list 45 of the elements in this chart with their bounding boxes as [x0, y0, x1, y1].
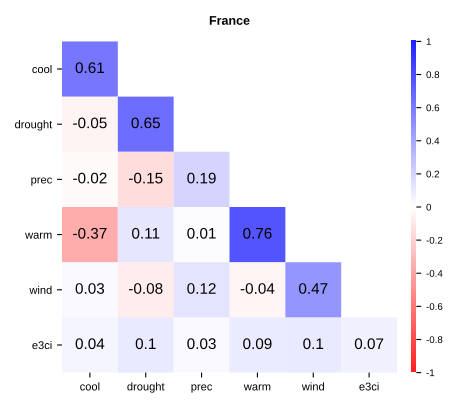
x-tick-label: prec [191, 384, 212, 393]
data-label: 0.61 [76, 62, 104, 74]
data-label: -0.15 [129, 172, 163, 184]
data-label: -0.37 [73, 228, 107, 239]
chart-title: France [210, 16, 250, 25]
color-bar-label: -0.2 [426, 236, 442, 244]
data-label: -0.08 [129, 283, 162, 294]
data-label: -0.04 [240, 283, 274, 294]
x-tick-label: e3ci [359, 382, 379, 390]
data-label: 0.47 [299, 283, 328, 294]
y-tick-label: drought [15, 120, 52, 131]
y-tick-label: prec [31, 177, 52, 186]
x-tick-label: cool [80, 382, 100, 390]
y-tick-label: warm [25, 232, 52, 239]
color-bar-label: -1 [426, 369, 434, 376]
color-bar-label: 0.4 [426, 137, 440, 144]
color-bar-label: 0.2 [426, 170, 440, 178]
x-tick-label: drought [127, 382, 164, 393]
y-tick-label: wind [29, 286, 52, 294]
data-label: 0.09 [243, 338, 272, 350]
data-label: -0.05 [73, 117, 107, 128]
y-tick-label: cool [32, 64, 52, 74]
data-label: 0.03 [187, 338, 216, 350]
data-label: 0.07 [354, 338, 384, 350]
color-bar-label: 0.6 [426, 104, 440, 112]
data-label: 0.11 [132, 228, 160, 239]
data-label: 0.76 [243, 228, 272, 239]
data-label: 0.12 [187, 283, 216, 294]
data-label: -0.02 [73, 172, 107, 184]
x-tick-label: warm [244, 384, 270, 390]
data-label: 0.19 [187, 172, 216, 184]
data-label: 0.1 [303, 338, 324, 350]
color-bar-label: -0.6 [426, 303, 442, 310]
color-bar-label: -0.8 [426, 336, 442, 344]
color-bar-label: -0.4 [426, 270, 443, 277]
y-tick-label: e3ci [32, 340, 52, 350]
color-bar-label: 0.8 [426, 71, 440, 78]
x-tick-label: wind [302, 382, 324, 390]
data-label: 0.01 [187, 228, 216, 239]
color-bar-label: 0 [426, 204, 432, 211]
data-label: 0.04 [76, 338, 104, 350]
color-bar-label: 1 [426, 38, 431, 45]
data-label: 0.65 [131, 117, 160, 128]
data-label: 0.03 [76, 283, 104, 294]
data-label: 0.1 [136, 338, 156, 350]
